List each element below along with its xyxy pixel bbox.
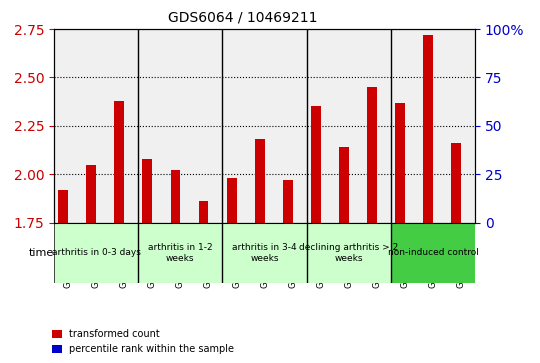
Bar xyxy=(311,106,321,363)
Bar xyxy=(222,29,251,223)
Bar xyxy=(335,29,363,223)
Bar xyxy=(171,170,180,363)
Bar xyxy=(110,29,138,223)
Bar xyxy=(363,29,391,223)
Bar xyxy=(54,29,82,223)
Bar xyxy=(58,190,68,363)
Legend: transformed count, percentile rank within the sample: transformed count, percentile rank withi… xyxy=(48,326,238,358)
Bar xyxy=(166,29,194,223)
Bar xyxy=(199,201,208,363)
Bar xyxy=(255,139,265,363)
Bar xyxy=(227,178,237,363)
Text: declining arthritis > 2
weeks: declining arthritis > 2 weeks xyxy=(299,243,399,262)
FancyBboxPatch shape xyxy=(222,223,307,283)
Bar xyxy=(251,29,279,223)
Bar xyxy=(419,29,447,223)
FancyBboxPatch shape xyxy=(138,223,222,283)
Text: arthritis in 0-3 days: arthritis in 0-3 days xyxy=(52,248,140,257)
Bar xyxy=(451,143,461,363)
Text: arthritis in 1-2
weeks: arthritis in 1-2 weeks xyxy=(148,243,213,262)
Bar xyxy=(138,29,166,223)
Text: non-induced control: non-induced control xyxy=(388,248,478,257)
Bar xyxy=(114,101,124,363)
Bar xyxy=(423,35,433,363)
Bar xyxy=(279,29,307,223)
Bar xyxy=(391,29,419,223)
Text: GDS6064 / 10469211: GDS6064 / 10469211 xyxy=(168,11,318,25)
Text: time: time xyxy=(29,248,54,258)
Bar xyxy=(143,159,152,363)
Bar xyxy=(395,103,405,363)
Bar xyxy=(194,29,222,223)
Bar xyxy=(447,29,475,223)
Bar xyxy=(367,87,377,363)
Text: arthritis in 3-4
weeks: arthritis in 3-4 weeks xyxy=(232,243,297,262)
Bar xyxy=(82,29,110,223)
Bar xyxy=(339,147,349,363)
Bar xyxy=(86,164,96,363)
Bar xyxy=(283,180,293,363)
Bar xyxy=(307,29,335,223)
FancyBboxPatch shape xyxy=(307,223,391,283)
FancyBboxPatch shape xyxy=(391,223,475,283)
FancyBboxPatch shape xyxy=(54,223,138,283)
